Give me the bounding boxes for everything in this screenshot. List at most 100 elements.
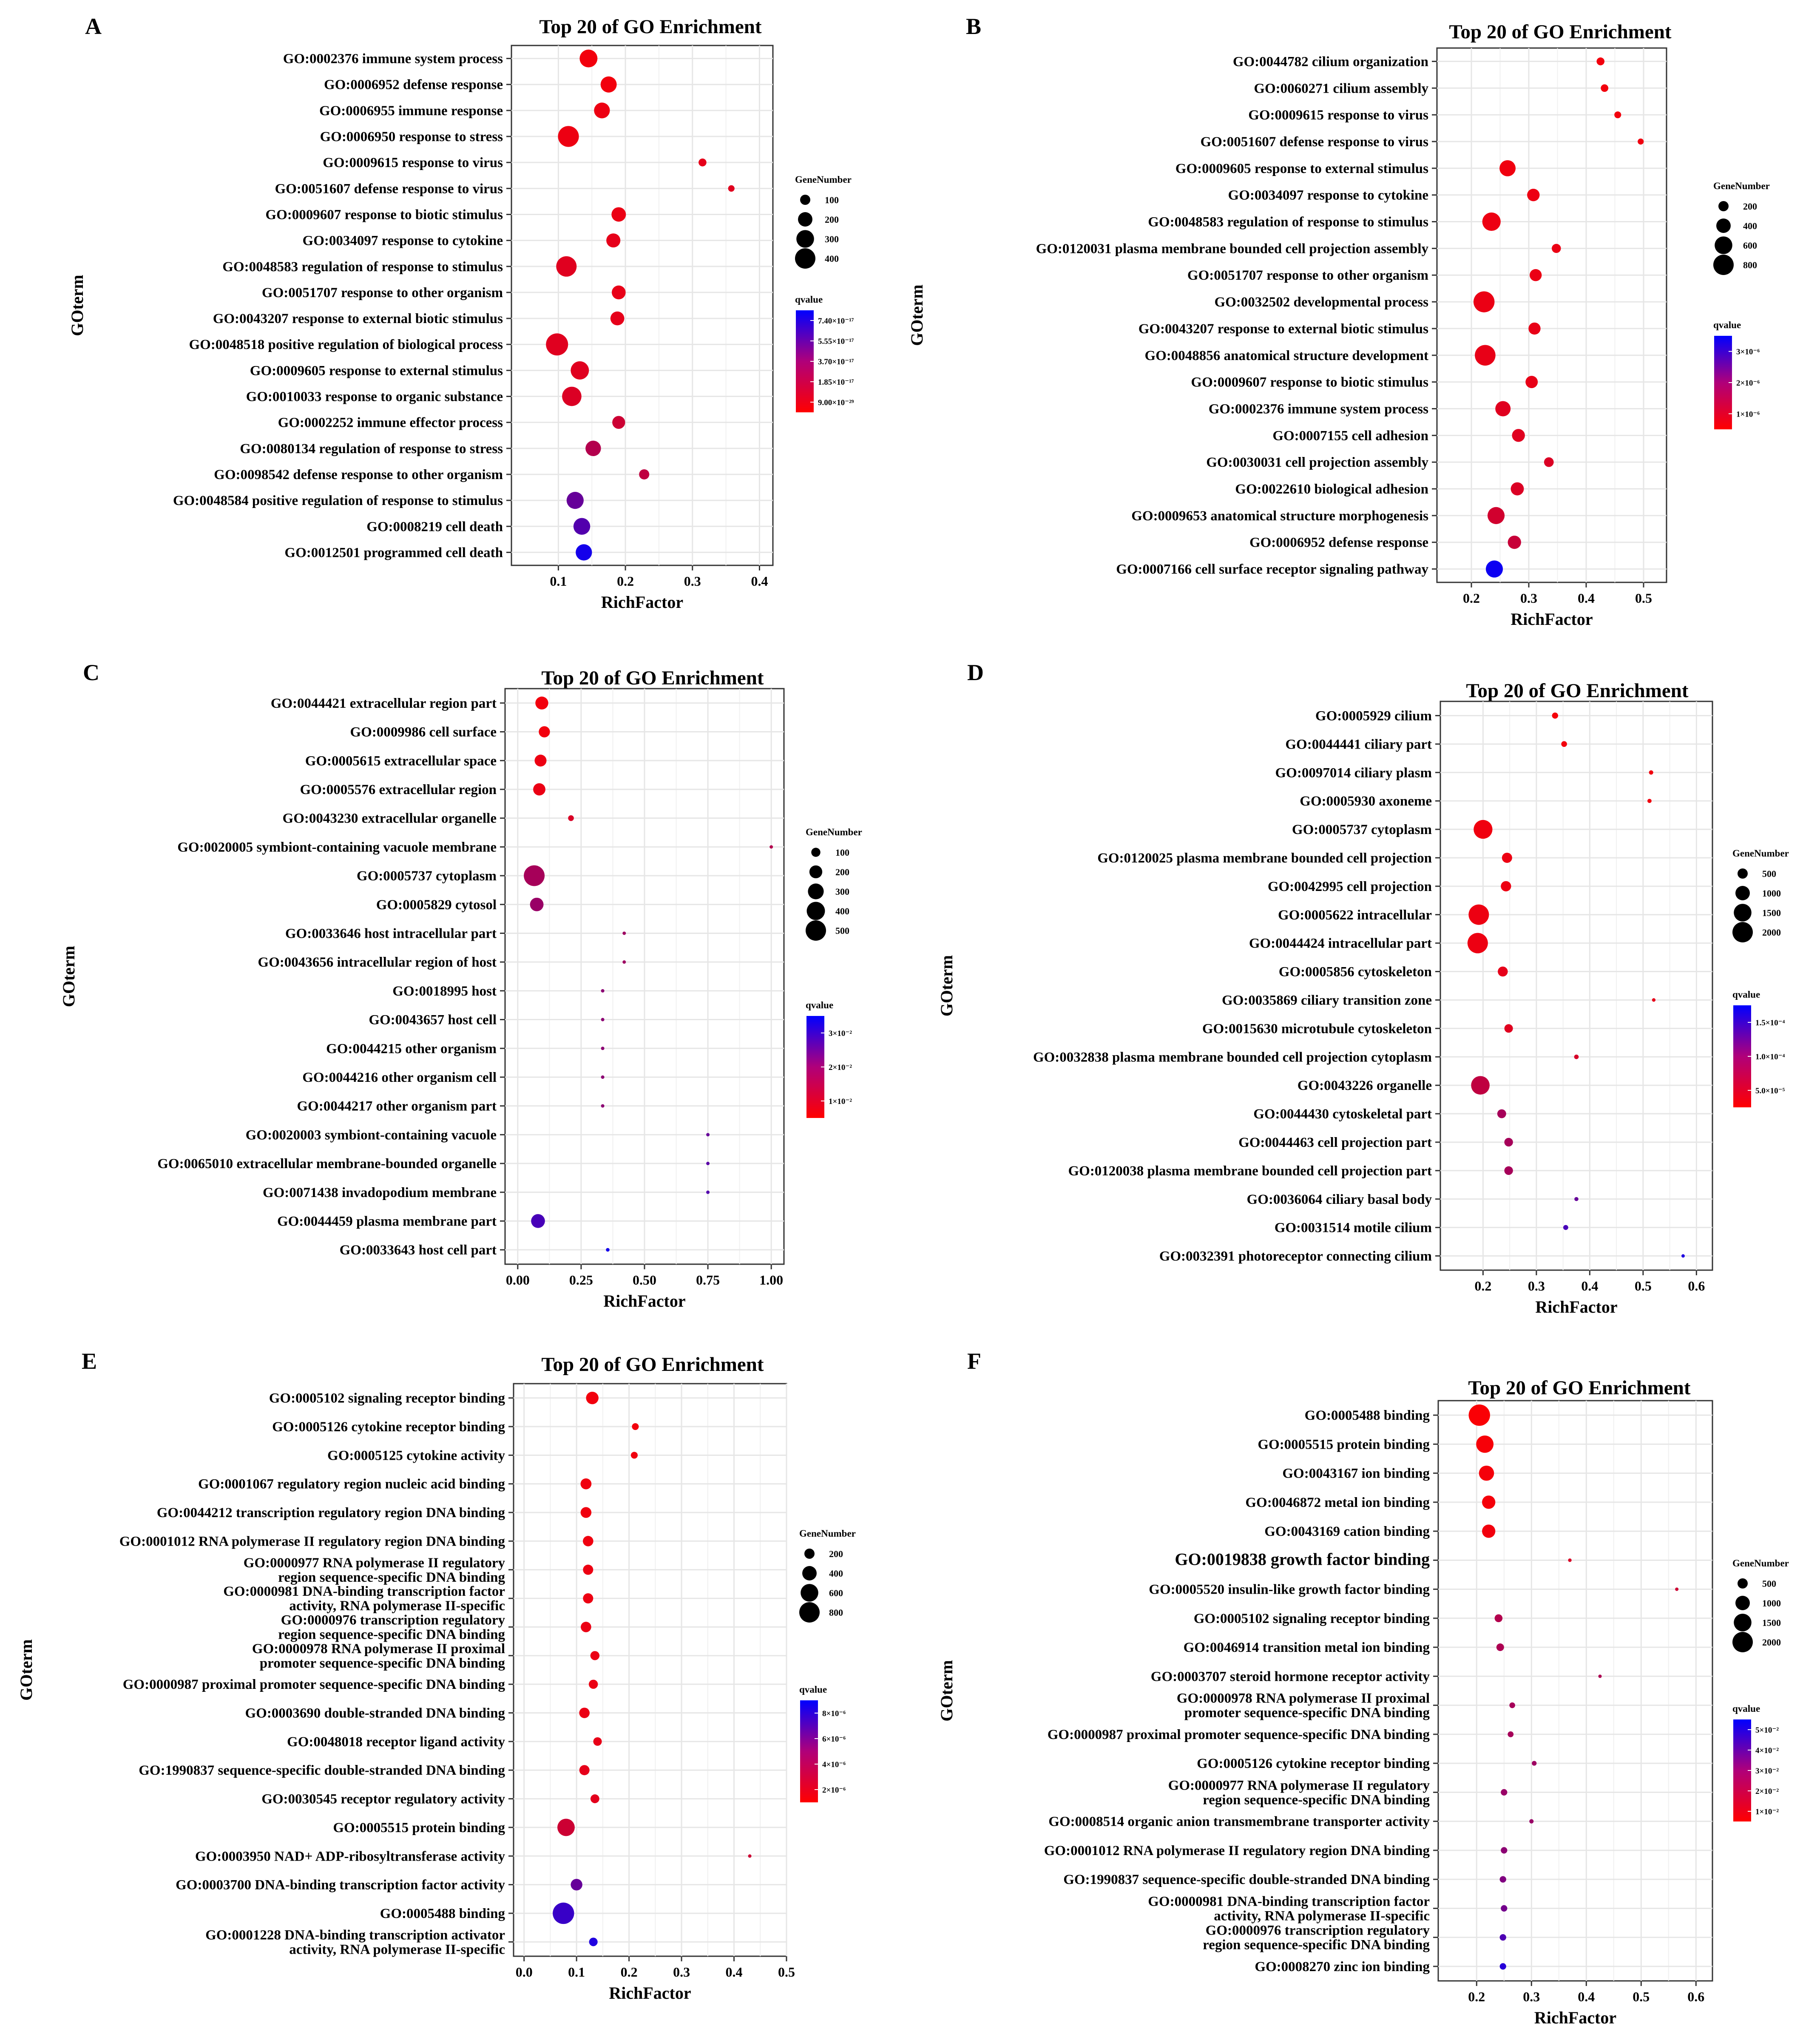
panel-f-title: Top 20 of GO Enrichment [1468,1377,1690,1399]
panel-d-ytick-label: GO:0043226 organelle [1298,1078,1432,1093]
panel-b-point [1530,269,1542,281]
panel-e-ytick-label: GO:0003690 double-stranded DNA binding [245,1706,505,1721]
panel-a-xlabel: RichFactor [601,593,683,612]
panel-a-ytick-label: GO:0006952 defense response [324,77,503,93]
panel-e-size-legend-label: 600 [829,1588,843,1598]
panel-c-ylabel: GOterm [59,946,78,1007]
panel-b-grid [1437,48,1667,582]
panel-d-colorbar-label: 1.5×10⁻⁴ [1755,1018,1785,1027]
panel-b-point [1473,291,1495,312]
panel-b-point [1487,507,1505,524]
panel-e-point [748,1854,752,1858]
panel-b-xtick-label: 0.2 [1463,590,1480,606]
panel-d-ytick-label: GO:0044430 cytoskeletal part [1253,1106,1432,1122]
panel-c-point [706,1162,710,1166]
panel-f-xlabel: RichFactor [1534,2008,1616,2027]
panel-b-point [1527,188,1540,201]
panel-f-size-legend-dot [1735,1596,1750,1610]
panel-d-ytick-label: GO:0032838 plasma membrane bounded cell … [1033,1050,1432,1065]
panel-f-ylabel: GOterm [937,1660,956,1721]
panel-e-ytick-label: GO:0005125 cytokine activity [327,1448,505,1463]
panel-e-ytick-label-line: GO:0000976 transcription regulatory [281,1612,505,1628]
panel-b-ytick-label: GO:0030031 cell projection assembly [1206,455,1428,470]
panel-c-size-legend-label: 400 [835,906,849,916]
panel-c-point [534,755,547,767]
panel-e-ytick-label: GO:0048018 receptor ligand activity [287,1734,505,1750]
panel-b-color-legend: qvalue 3×10⁻⁶ 2×10⁻⁶ 1×10⁻⁶ [1713,320,1760,429]
panel-e-ytick-label-line: GO:0000978 RNA polymerase II proximal [252,1641,505,1657]
panel-b-point [1511,482,1524,496]
panel-e-size-legend-label: 200 [829,1549,843,1559]
panel-b-point [1638,138,1644,145]
panel-c-point [535,696,548,710]
panel-b-ytick-label: GO:0022610 biological adhesion [1235,482,1428,497]
panel-e-size-legend-label: 800 [829,1607,843,1618]
panel-c-ytick-label: GO:0043657 host cell [369,1013,497,1028]
panel-e-ytick-label: GO:0000976 transcription regulatory regio… [278,1612,505,1642]
panel-c-ytick-label: GO:0005615 extracellular space [305,753,497,769]
panel-a-ytick-label: GO:0051707 response to other organism [262,285,503,301]
panel-e-point [579,1765,590,1776]
panel-f-colorbar-label: 2×10⁻² [1755,1787,1779,1796]
panel-d-point [1561,741,1567,747]
panel-d-point [1652,998,1656,1002]
panel-a-ytick-label: GO:0002252 immune effector process [278,415,503,431]
panel-e-ytick-label-line: promoter sequence-specific DNA binding [260,1656,505,1671]
panel-c-ytick-label: GO:0044217 other organism part [297,1099,497,1114]
panel-c-ytick-label: GO:0044216 other organism cell [302,1070,497,1085]
panel-f-xtick-label: 0.5 [1633,1989,1650,2004]
panel-f-point [1479,1465,1494,1481]
panel-e-colorbar-label: 4×10⁻⁶ [822,1760,846,1769]
panel-e-xtick-label: 0.4 [726,1964,743,1980]
panel-d-size-legend-dot [1734,904,1752,922]
panel-e-plot-frame [513,1383,787,1957]
panel-f-size-legend-title: GeneNumber [1732,1558,1789,1569]
panel-d-size-legend-title: GeneNumber [1732,848,1789,859]
panel-e-ytick-label: GO:0001228 DNA-binding transcription act… [205,1927,505,1957]
panel-f-ytick-label: GO:0000976 transcription regulatory regio… [1203,1923,1430,1953]
panel-e-colorbar [800,1700,818,1802]
panel-d-point [1574,1054,1579,1059]
panel-d-point [1563,1225,1568,1230]
panel-b-size-legend-label: 400 [1743,221,1757,231]
panel-f-point [1499,1963,1506,1970]
panel-c-size-legend-dot [809,865,823,879]
panel-d-colorbar-label: 1.0×10⁻⁴ [1755,1053,1785,1061]
panel-d-ytick-label: GO:0042995 cell projection [1268,879,1432,894]
panel-e-letter: E [82,1348,97,1374]
panel-d-xtick-label: 0.6 [1688,1278,1705,1294]
panel-d-ytick-label: GO:0036064 ciliary basal body [1247,1192,1432,1207]
panel-c-xtick-label: 0.25 [569,1272,593,1288]
panel-c-point [606,1248,610,1252]
panel-b-xtick-label: 0.5 [1635,590,1652,606]
panel-d-point [1504,1166,1513,1175]
panel-e-colorbar-label: 8×10⁻⁶ [822,1709,846,1718]
panel-f-point [1675,1587,1679,1591]
panel-b-size-legend-dot [1716,218,1731,233]
panel-b-ytick-label: GO:0044782 cilium organization [1233,54,1428,69]
panel-a-ytick-label: GO:0048518 positive regulation of biolog… [189,337,503,352]
panel-e-colorbar-label: 2×10⁻⁶ [822,1786,846,1795]
panel-e-point [588,1680,598,1689]
panel-e-xtick-label: 0.3 [673,1964,690,1980]
panel-d-ytick-label: GO:0044424 intracellular part [1249,936,1432,951]
panel-e-size-legend-dot [802,1566,817,1580]
panel-c-xlabel: RichFactor [603,1291,685,1311]
panel-c-ytick-label: GO:0005737 cytoplasm [357,868,497,884]
panel-a: A Top 20 of GO Enrichment 0.1 0.2 0.3 0.4 GO:0… [68,14,854,612]
panel-c-point [524,865,545,886]
panel-b-ytick-label: GO:0032502 developmental process [1214,295,1428,310]
panel-e-ytick-label: GO:0003950 NAD+ ADP-ribosyltransferase a… [195,1849,505,1864]
panel-a-xtick-label: 0.3 [684,573,701,589]
panel-f-point [1476,1435,1494,1453]
panel-e-xtick-label: 0.0 [516,1964,533,1980]
panel-e-ylabel: GOterm [17,1639,36,1700]
panel-a-ytick-label: GO:0048583 regulation of response to sti… [222,259,503,275]
panel-f-ytick-label: GO:0005520 insulin-like growth factor bi… [1149,1582,1430,1597]
panel-d-ytick-label: GO:0032391 photoreceptor connecting cili… [1159,1249,1432,1264]
panel-e-point [579,1708,590,1718]
panel-c-ytick-label: GO:0018995 host [392,984,497,999]
panel-a-ytick-label: GO:0009605 response to external stimulus [250,363,503,378]
panel-f-ytick-label-line: GO:0000977 RNA polymerase II regulatory [1168,1778,1430,1793]
panel-a-point [639,469,650,479]
